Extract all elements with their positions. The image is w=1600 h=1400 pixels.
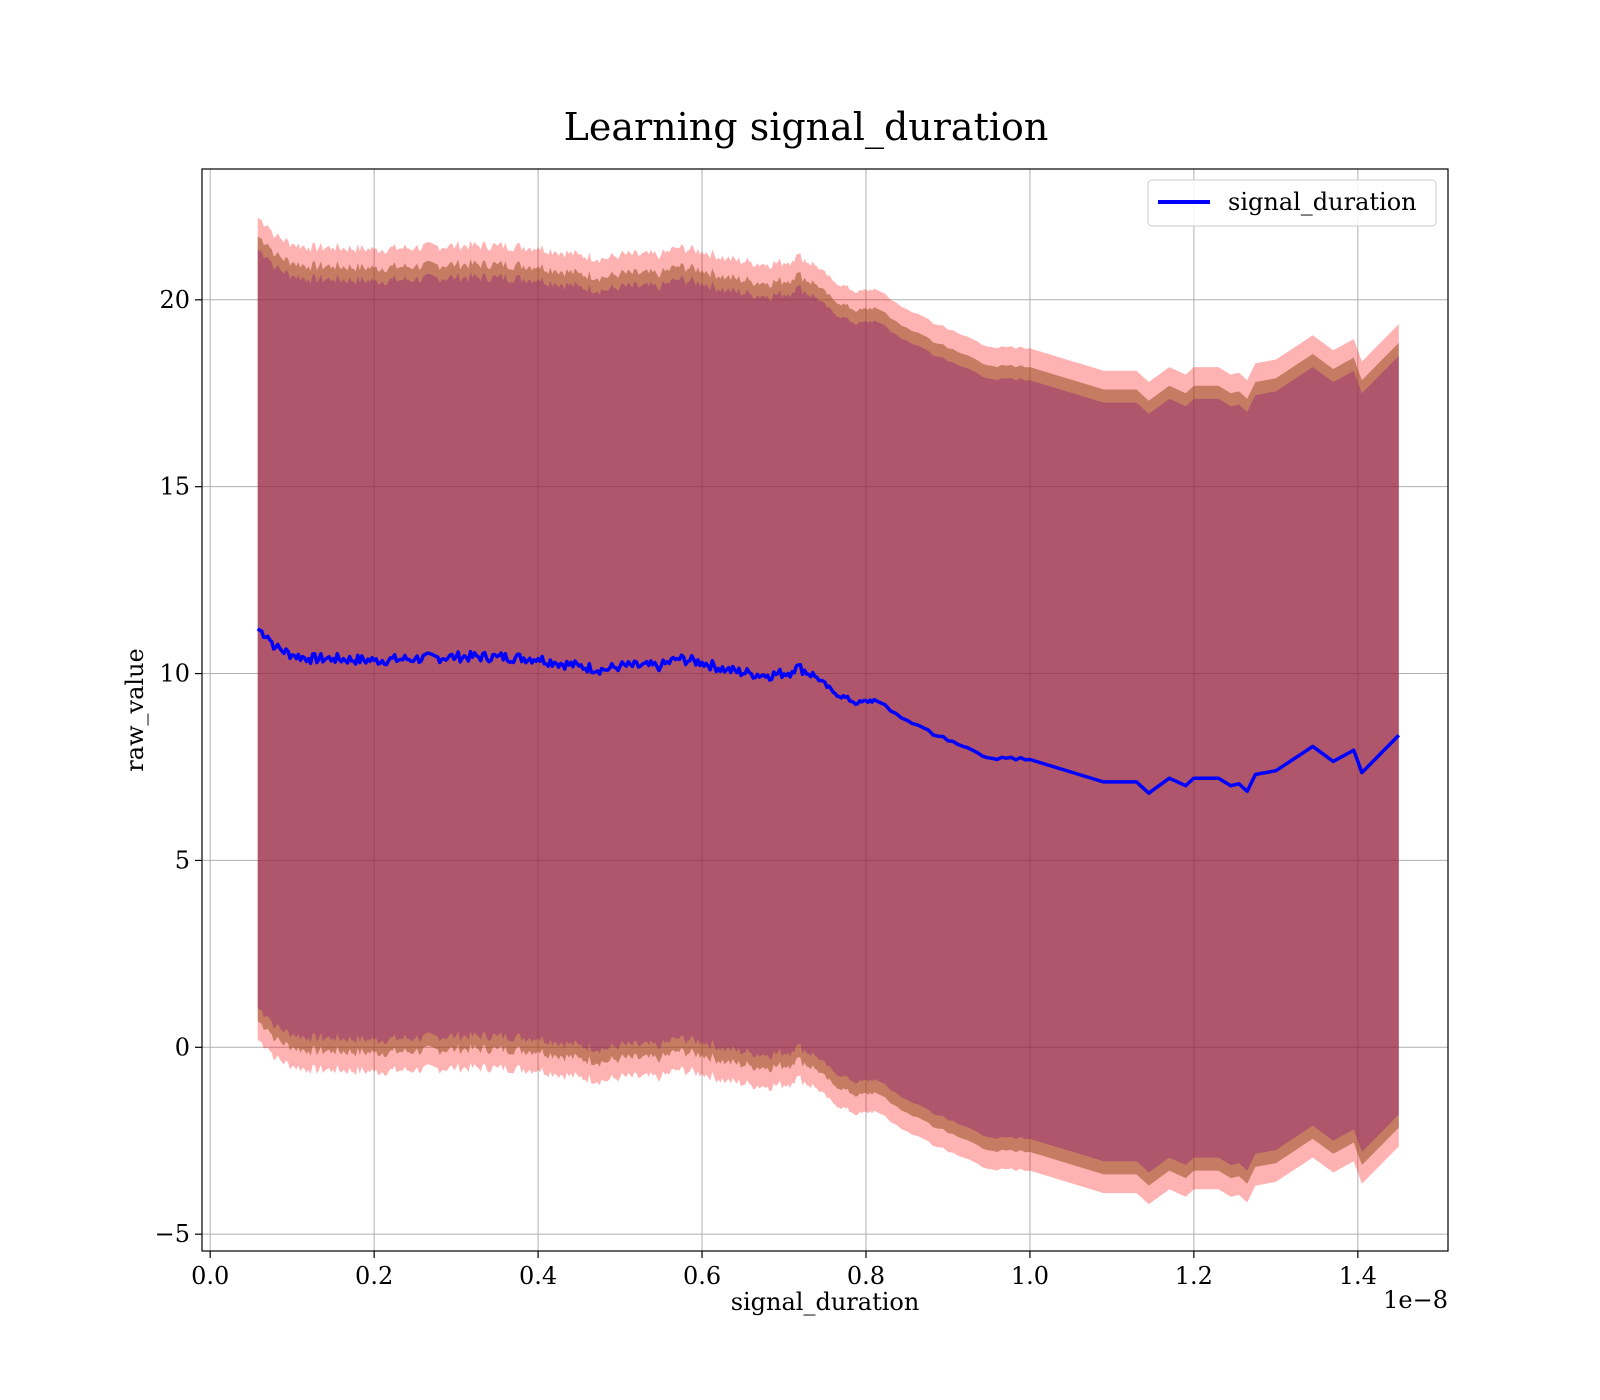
x-tick-label: 1.4 — [1339, 1262, 1377, 1290]
x-tick-label: 0.4 — [519, 1262, 557, 1290]
y-axis-label: raw_value — [121, 648, 149, 772]
series-line — [256, 627, 1401, 795]
confidence-bands — [257, 217, 1399, 1205]
y-axis-ticks: −5 0 5 10 15 20 — [155, 286, 202, 1248]
plot-frame — [201, 168, 1449, 1252]
x-axis-offset-label: 1e−8 — [1383, 1286, 1448, 1314]
confidence-band — [257, 236, 1399, 1186]
x-tick-label: 1.2 — [1175, 1262, 1213, 1290]
legend-label: signal_duration — [1228, 188, 1417, 216]
confidence-band — [257, 249, 1399, 1173]
series-layer — [256, 627, 1401, 795]
y-tick-label: −5 — [155, 1220, 190, 1248]
chart-title: Learning signal_duration — [564, 105, 1049, 150]
y-tick-label: 20 — [159, 286, 190, 314]
x-tick-label: 0.6 — [683, 1262, 721, 1290]
x-axis-label: signal_duration — [731, 1288, 920, 1316]
y-tick-label: 10 — [159, 660, 190, 688]
y-tick-label: 15 — [159, 473, 190, 501]
legend: signal_duration — [1147, 179, 1437, 227]
y-tick-label: 0 — [175, 1033, 190, 1061]
y-tick-label: 5 — [175, 846, 190, 874]
x-tick-label: 0.8 — [847, 1262, 885, 1290]
x-tick-label: 0.2 — [355, 1262, 393, 1290]
legend-box — [1147, 179, 1437, 227]
x-tick-label: 0.0 — [191, 1262, 229, 1290]
x-tick-label: 1.0 — [1011, 1262, 1049, 1290]
x-axis-ticks: 0.0 0.2 0.4 0.6 0.8 1.0 1.2 1.4 — [191, 1251, 1377, 1290]
